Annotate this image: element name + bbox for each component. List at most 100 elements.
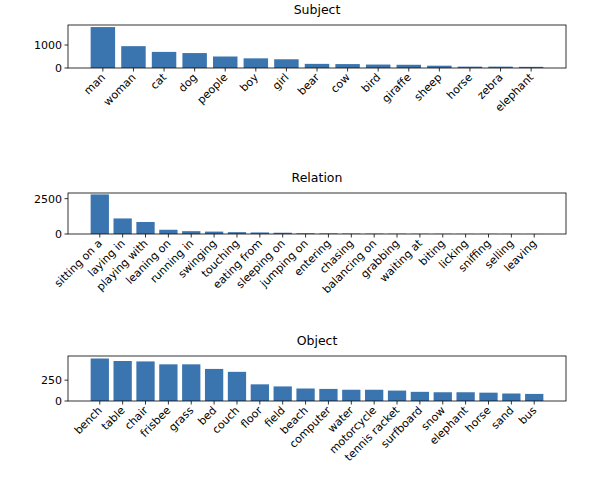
x-tick <box>511 234 512 238</box>
x-tick <box>469 68 470 72</box>
bar <box>159 230 177 234</box>
x-tick <box>439 68 440 72</box>
x-tick <box>236 234 237 238</box>
bars <box>91 27 544 68</box>
x-tick <box>397 401 398 405</box>
x-tick <box>145 234 146 238</box>
bar <box>479 393 497 401</box>
bar <box>305 64 329 68</box>
x-tick-label: horse <box>463 404 494 435</box>
bar <box>114 361 132 401</box>
bar <box>152 52 176 68</box>
figure: Subject01000manwomancatdogpeopleboygirlb… <box>0 0 590 484</box>
x-tick <box>500 68 501 72</box>
y-tick <box>65 380 69 381</box>
y-tick-label: 0 <box>55 62 62 75</box>
x-tick <box>374 234 375 238</box>
x-tick <box>328 401 329 405</box>
x-tick <box>442 234 443 238</box>
x-tick-label: bus <box>516 404 539 427</box>
x-tick-label: woman <box>101 71 139 109</box>
bar <box>121 46 145 68</box>
x-tick <box>236 401 237 405</box>
x-tick-label: couch <box>210 404 242 436</box>
x-tick <box>442 401 443 405</box>
bar <box>136 361 154 401</box>
x-tick-label: grass <box>166 404 196 434</box>
x-tick <box>214 401 215 405</box>
bar <box>296 389 314 402</box>
x-tick <box>122 401 123 405</box>
x-tick <box>99 401 100 405</box>
x-tick-label: cat <box>148 70 170 92</box>
y-tick <box>65 401 69 402</box>
x-tick <box>408 68 409 72</box>
bar <box>319 389 337 401</box>
x-tick <box>534 234 535 238</box>
x-tick-label: giraffe <box>379 71 414 106</box>
bar <box>434 392 452 401</box>
bar <box>502 394 520 402</box>
x-tick <box>168 234 169 238</box>
bar <box>388 391 406 401</box>
x-tick <box>305 234 306 238</box>
x-tick <box>255 68 256 72</box>
x-tick <box>133 68 134 72</box>
bar <box>182 364 200 401</box>
x-tick <box>465 401 466 405</box>
chart-title: Relation <box>292 170 343 185</box>
bar <box>251 384 269 401</box>
bar <box>91 359 109 402</box>
x-tick-label: sheep <box>412 71 445 104</box>
x-tick <box>305 401 306 405</box>
x-tick <box>286 68 287 72</box>
chart-title: Object <box>297 333 338 348</box>
x-tick-label: floor <box>238 404 265 431</box>
y-tick-label: 2500 <box>34 193 62 206</box>
bars <box>91 194 544 234</box>
x-tick <box>328 234 329 238</box>
bar <box>114 218 132 234</box>
x-tick <box>99 234 100 238</box>
y-tick <box>65 68 69 69</box>
x-tick <box>282 401 283 405</box>
x-tick <box>102 68 103 72</box>
x-tick <box>378 68 379 72</box>
x-tick <box>419 234 420 238</box>
y-tick-label: 1000 <box>34 39 62 52</box>
x-tick-label: horse <box>444 71 475 102</box>
plot-frame <box>68 356 566 401</box>
x-tick-label: boy <box>237 71 261 95</box>
bar <box>274 386 292 401</box>
bars <box>91 359 544 402</box>
y-tick-label: 0 <box>55 395 62 408</box>
x-tick <box>351 401 352 405</box>
x-tick <box>351 234 352 238</box>
bar <box>244 58 268 68</box>
x-tick <box>225 68 226 72</box>
x-tick <box>168 401 169 405</box>
x-tick <box>488 401 489 405</box>
bar <box>91 194 109 234</box>
x-tick <box>397 234 398 238</box>
x-tick <box>317 68 318 72</box>
x-tick-label: bench <box>72 404 105 437</box>
x-tick-label: girl <box>270 71 292 93</box>
bar <box>456 392 474 401</box>
x-tick <box>164 68 165 72</box>
x-tick-label: dog <box>176 71 200 95</box>
bar <box>397 65 421 68</box>
bar <box>335 64 359 68</box>
bar <box>342 390 360 401</box>
y-tick-label: 250 <box>41 374 62 387</box>
bar <box>182 53 206 68</box>
x-tick <box>194 68 195 72</box>
bar <box>365 390 383 401</box>
x-tick-label: bird <box>359 71 383 95</box>
bar <box>205 369 223 401</box>
plot-frame <box>68 25 566 68</box>
x-tick <box>534 401 535 405</box>
x-tick <box>191 234 192 238</box>
bar <box>228 372 246 401</box>
bar <box>91 27 115 68</box>
